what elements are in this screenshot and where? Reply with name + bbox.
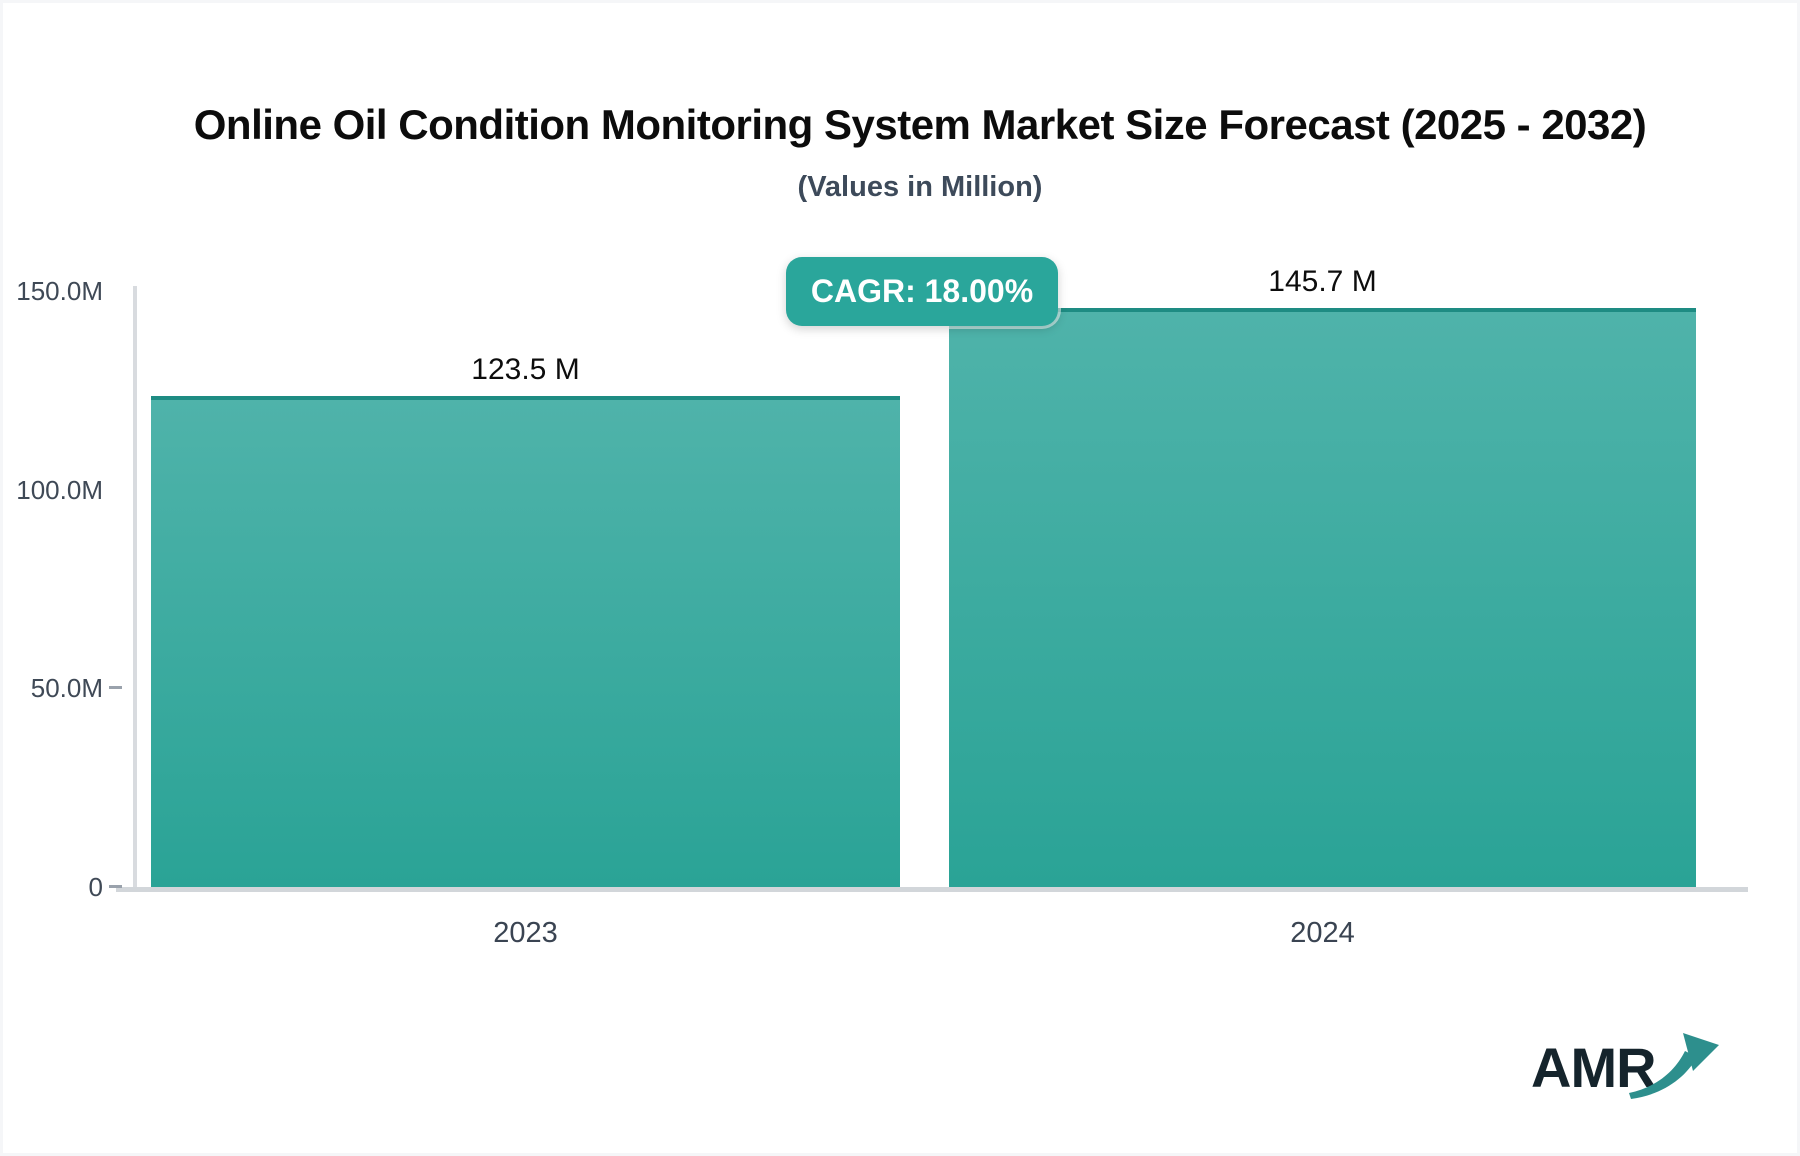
bar-2024 xyxy=(949,308,1696,887)
chart-subtitle: (Values in Million) xyxy=(797,171,1043,203)
y-axis-tick-label-50.0M: 50.0M xyxy=(30,673,103,704)
trend-up-arrow-icon xyxy=(1629,1033,1719,1099)
cagr-badge: CAGR: 18.00% xyxy=(786,257,1058,326)
cagr-badge-label: CAGR: 18.00% xyxy=(810,273,1034,309)
amr-logo-text: AMR xyxy=(1531,1036,1657,1099)
x-axis-label-2023: 2023 xyxy=(493,917,558,949)
y-axis-tick-mark xyxy=(109,885,122,888)
x-axis-label-2024: 2024 xyxy=(1290,917,1355,949)
y-axis-line xyxy=(133,286,137,891)
bar-value-label-2023: 123.5 M xyxy=(471,353,580,387)
x-axis-baseline xyxy=(116,887,1748,892)
y-axis-tick-mark xyxy=(109,686,122,690)
chart-title: Online Oil Condition Monitoring System M… xyxy=(193,101,1647,148)
y-axis-tick-label-100.0M: 100.0M xyxy=(16,474,103,505)
bar-value-label-2024: 145.7 M xyxy=(1268,265,1377,299)
amr-logo: AMR xyxy=(1531,1029,1719,1109)
bar-2023 xyxy=(151,396,900,887)
y-axis-tick-label-0: 0 xyxy=(88,872,103,902)
y-axis-tick-label-150.0M: 150.0M xyxy=(16,276,103,306)
